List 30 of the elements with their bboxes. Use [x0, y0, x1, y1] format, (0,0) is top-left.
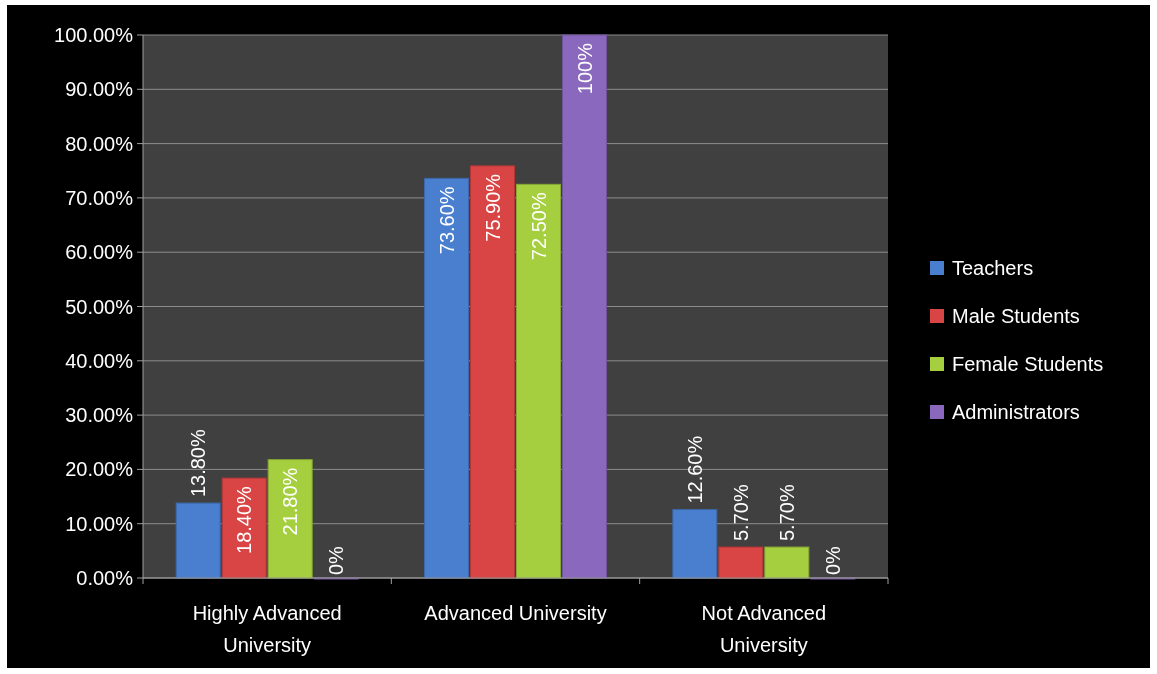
- data-label: 13.80%: [187, 429, 210, 498]
- y-tick-label: 40.00%: [65, 349, 134, 372]
- x-tick-label: Advanced University: [424, 602, 607, 624]
- legend-label: Administrators: [952, 401, 1080, 423]
- y-tick-label: 10.00%: [65, 512, 134, 535]
- y-tick-label: 30.00%: [65, 404, 134, 427]
- legend-label: Male Students: [952, 305, 1080, 327]
- data-label: 12.60%: [683, 435, 706, 504]
- data-label: 18.40%: [233, 485, 256, 554]
- y-tick-label: 100.00%: [54, 24, 134, 46]
- data-label: 21.80%: [279, 467, 302, 536]
- data-label: 5.70%: [729, 484, 752, 542]
- x-tick-label: Not Advanced University: [701, 602, 827, 656]
- data-label: 100%: [573, 42, 596, 95]
- y-tick-label: 60.00%: [65, 241, 134, 264]
- data-label: 5.70%: [775, 484, 798, 542]
- y-tick-label: 80.00%: [65, 132, 134, 155]
- data-label: 72.50%: [527, 192, 550, 261]
- y-tick-label: 50.00%: [65, 295, 134, 318]
- data-label: 0%: [821, 545, 844, 575]
- x-tick-label: Highly Advanced University: [192, 602, 342, 656]
- data-label: 75.90%: [481, 173, 504, 242]
- data-label: 0%: [325, 545, 348, 575]
- legend-label: Teachers: [952, 257, 1034, 279]
- y-tick-label: 90.00%: [65, 78, 134, 101]
- y-tick-label: 70.00%: [65, 186, 134, 209]
- data-label: 73.60%: [435, 186, 458, 255]
- y-tick-label: 0.00%: [76, 567, 134, 589]
- legend-label: Female Students: [952, 353, 1104, 375]
- y-tick-label: 20.00%: [65, 458, 134, 481]
